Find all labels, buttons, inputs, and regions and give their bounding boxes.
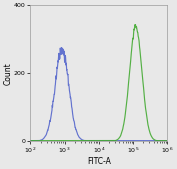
Y-axis label: Count: Count xyxy=(4,62,12,85)
X-axis label: FITC-A: FITC-A xyxy=(87,156,111,165)
